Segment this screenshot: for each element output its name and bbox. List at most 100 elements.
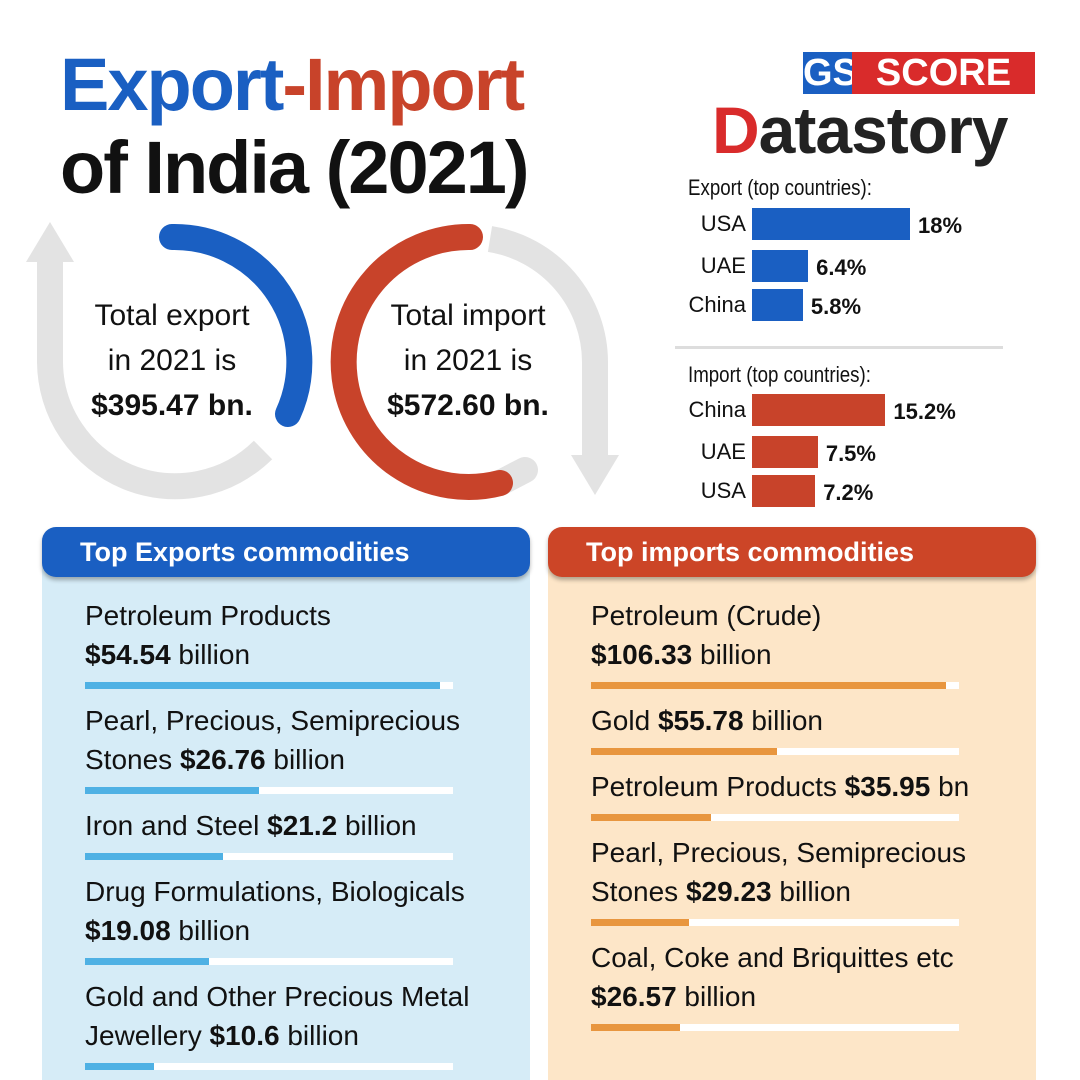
commodity-name: Pearl, Precious, Semiprecious Stones [591, 837, 967, 907]
commodity-unit: billion [344, 810, 417, 841]
commodity-unit: billion [287, 1020, 359, 1051]
commodity-name: Petroleum (Crude) [591, 600, 822, 631]
commodity-item: Petroleum Products $35.95 bn [591, 767, 1041, 806]
commodity-name: Petroleum Products [85, 600, 331, 631]
commodity-value: $106.33 [591, 639, 693, 670]
commodity-item: Petroleum (Crude) $106.33 billion [591, 596, 1041, 674]
commodity-name: Drug Formulations, Biologicals [85, 876, 465, 907]
arrow-down [571, 455, 619, 495]
country-name: China [688, 292, 746, 317]
commodity-bar [591, 682, 946, 689]
export-list: Petroleum Products $54.54 billion Pearl, P… [85, 596, 535, 1080]
commodity-track [591, 919, 959, 926]
commodity-name: Gold [591, 705, 651, 736]
export-total-line: in 2021 is [107, 344, 237, 377]
country-name: UAE [700, 253, 746, 278]
commodity-track [591, 814, 959, 821]
country-name: USA [700, 478, 746, 503]
logo-rest: atastory [758, 93, 1009, 167]
commodity-item: Petroleum Products $54.54 billion [85, 596, 535, 674]
title-line-1: Export-Import [60, 43, 525, 126]
commodity-item: Gold $55.78 billion [591, 701, 1041, 740]
commodity-track [85, 1063, 453, 1070]
commodity-unit: billion [273, 744, 345, 775]
commodity-item: Gold and Other Precious Metal Jewellery … [85, 977, 535, 1055]
export-ring-track [37, 262, 273, 500]
import-ring-track [487, 226, 608, 455]
logo-gs: GS [803, 52, 858, 94]
import-total-amount: $572.60 bn. [387, 389, 549, 422]
country-value: 7.2% [823, 480, 874, 505]
commodity-unit: billion [178, 639, 251, 670]
title-import: -Import [282, 43, 525, 126]
commodity-bar [591, 814, 712, 821]
commodity-track [85, 787, 453, 794]
commodity-value: $35.95 [844, 771, 931, 802]
export-total: Total export in 2021 is $395.47 bn. [42, 293, 302, 428]
commodity-value: $54.54 [85, 639, 171, 670]
commodity-bar [85, 1063, 154, 1070]
import-total-line: Total import [390, 299, 546, 332]
commodity-bar [591, 1024, 680, 1031]
commodity-track [85, 958, 453, 965]
commodity-value: $19.08 [85, 915, 171, 946]
logo-initial: D [712, 93, 760, 167]
country-value: 15.2% [893, 399, 956, 424]
commodity-name: Iron and Steel [85, 810, 260, 841]
commodity-track [591, 1024, 959, 1031]
separator [675, 346, 1003, 349]
commodity-name: Petroleum Products [591, 771, 837, 802]
commodity-item: Iron and Steel $21.2 billion [85, 806, 535, 845]
export-total-line: Total export [94, 299, 250, 332]
commodity-value: $21.2 [267, 810, 338, 841]
commodity-item: Pearl, Precious, Semiprecious Stones $26… [85, 701, 535, 779]
import-list: Petroleum (Crude) $106.33 billion Gold $55… [591, 596, 1041, 1043]
country-bar [752, 250, 809, 282]
country-value: 6.4% [816, 255, 867, 280]
country-bar [752, 394, 886, 426]
commodity-value: $29.23 [685, 876, 772, 907]
commodity-bar [85, 682, 440, 689]
country-value: 18% [918, 213, 963, 238]
commodity-unit: billion [178, 915, 251, 946]
export-header-text: Top Exports commodities [80, 537, 410, 567]
commodity-bar [591, 748, 778, 755]
arrow-up [26, 222, 74, 262]
commodity-unit: billion [779, 876, 851, 907]
title-line-2: of India (2021) [60, 126, 530, 209]
country-name: UAE [700, 439, 746, 464]
import-total-line: in 2021 is [403, 344, 533, 377]
commodity-track [591, 682, 959, 689]
title-export: Export [60, 43, 284, 126]
commodity-bar [85, 853, 223, 860]
country-bar [752, 208, 910, 240]
commodity-item: Drug Formulations, Biologicals $19.08 bil… [85, 872, 535, 950]
commodity-name: Coal, Coke and Briquittes etc [591, 942, 954, 973]
commodity-unit: billion [684, 981, 757, 1012]
country-value: 7.5% [825, 441, 876, 466]
commodity-item: Pearl, Precious, Semiprecious Stones $29… [591, 833, 1041, 911]
country-section-title: Export (top countries): [688, 175, 872, 200]
export-header: Top Exports commodities [42, 527, 530, 577]
export-total-amount: $395.47 bn. [91, 389, 253, 422]
commodity-bar [591, 919, 689, 926]
commodity-value: $26.76 [179, 744, 266, 775]
commodity-value: $26.57 [591, 981, 677, 1012]
logo-brand: Datastory [712, 92, 1009, 168]
commodity-unit: billion [751, 705, 823, 736]
commodity-value: $10.6 [209, 1020, 280, 1051]
country-section-title: Import (top countries): [688, 362, 871, 387]
country-name: China [688, 397, 746, 422]
import-ring [330, 223, 513, 500]
country-bar [752, 289, 803, 321]
commodity-unit: billion [700, 639, 772, 670]
country-name: USA [700, 211, 746, 236]
commodity-name: Gold and Other Precious Metal Jewellery [85, 981, 470, 1051]
export-panel [42, 555, 530, 1080]
export-ring [159, 223, 313, 427]
commodity-value: $55.78 [657, 705, 744, 736]
commodity-name: Pearl, Precious, Semiprecious Stones [85, 705, 461, 775]
commodity-track [591, 748, 959, 755]
commodity-unit: bn [938, 771, 970, 802]
